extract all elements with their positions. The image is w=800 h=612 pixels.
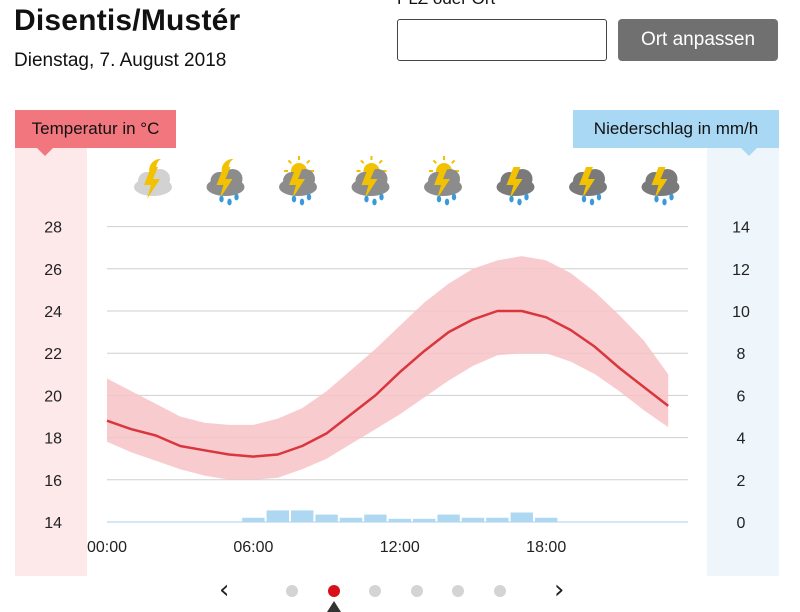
pager-dot[interactable] bbox=[369, 585, 381, 597]
precipitation-axis-band bbox=[707, 148, 779, 576]
y-tick-label-left: 22 bbox=[44, 346, 62, 363]
precipitation-bar bbox=[315, 514, 338, 522]
update-location-button[interactable]: Ort anpassen bbox=[618, 19, 778, 61]
precipitation-bar bbox=[437, 514, 460, 522]
x-tick-label: 00:00 bbox=[87, 539, 127, 556]
pager-dot[interactable] bbox=[452, 585, 464, 597]
night-thunder-rain-icon bbox=[206, 158, 245, 206]
precipitation-bar bbox=[242, 517, 265, 522]
temperature-range-band bbox=[107, 256, 669, 480]
pager-dot[interactable] bbox=[410, 585, 423, 597]
y-tick-label-left: 16 bbox=[44, 473, 62, 490]
active-day-pointer-icon bbox=[327, 601, 341, 612]
sun-thunder-rain-icon bbox=[424, 156, 462, 206]
y-tick-label-left: 26 bbox=[44, 262, 62, 279]
y-tick-label-right: 14 bbox=[732, 220, 750, 237]
precipitation-bar bbox=[413, 518, 436, 522]
precipitation-bar bbox=[388, 518, 411, 522]
y-tick-label-left: 20 bbox=[44, 388, 62, 405]
thunderstorm-rain-icon bbox=[641, 167, 680, 206]
temperature-line bbox=[106, 309, 669, 458]
y-tick-label-left: 28 bbox=[44, 220, 62, 237]
sun-thunder-rain-icon bbox=[351, 156, 390, 206]
precipitation-bar bbox=[339, 517, 363, 522]
precipitation-bar bbox=[461, 517, 485, 522]
location-input[interactable] bbox=[397, 19, 607, 61]
location-title: Disentis/Mustér bbox=[14, 4, 241, 37]
x-tick-label: 06:00 bbox=[233, 539, 273, 556]
location-input-label: PLZ oder Ort bbox=[397, 0, 495, 9]
y-tick-label-right: 4 bbox=[737, 431, 746, 448]
y-tick-label-right: 12 bbox=[732, 262, 750, 279]
x-tick-label: 12:00 bbox=[380, 539, 420, 556]
y-tick-label-right: 8 bbox=[737, 346, 746, 363]
temperature-axis-band bbox=[15, 148, 87, 576]
thunderstorm-rain-icon bbox=[569, 167, 607, 206]
y-tick-label-left: 24 bbox=[44, 304, 62, 321]
y-tick-label-left: 14 bbox=[44, 515, 62, 532]
precipitation-bar bbox=[510, 512, 533, 522]
y-tick-label-right: 6 bbox=[737, 388, 746, 405]
pager-dot[interactable] bbox=[493, 585, 506, 597]
thunderstorm-rain-icon bbox=[496, 167, 535, 206]
precipitation-bar bbox=[291, 510, 314, 522]
night-thunder-cloud-icon bbox=[134, 158, 172, 199]
pager-dot[interactable] bbox=[286, 585, 298, 597]
precipitation-axis-label: Niederschlag in mm/h bbox=[573, 110, 779, 156]
next-day-button[interactable]: › bbox=[554, 575, 565, 605]
x-tick-label: 18:00 bbox=[526, 539, 566, 556]
y-tick-label-left: 18 bbox=[44, 431, 62, 448]
pager-dot-active[interactable] bbox=[327, 585, 340, 597]
forecast-date: Dienstag, 7. August 2018 bbox=[14, 50, 227, 71]
temperature-axis-label: Temperatur in °C bbox=[15, 110, 176, 156]
precipitation-bar bbox=[486, 517, 509, 522]
precipitation-bar bbox=[364, 514, 387, 522]
y-tick-label-right: 2 bbox=[737, 473, 746, 490]
precipitation-bar bbox=[266, 510, 289, 522]
sun-thunder-rain-icon bbox=[279, 156, 317, 206]
precipitation-bar bbox=[535, 517, 558, 522]
y-tick-label-right: 10 bbox=[732, 304, 750, 321]
previous-day-button[interactable]: ‹ bbox=[219, 575, 230, 605]
y-tick-label-right: 0 bbox=[737, 515, 746, 532]
